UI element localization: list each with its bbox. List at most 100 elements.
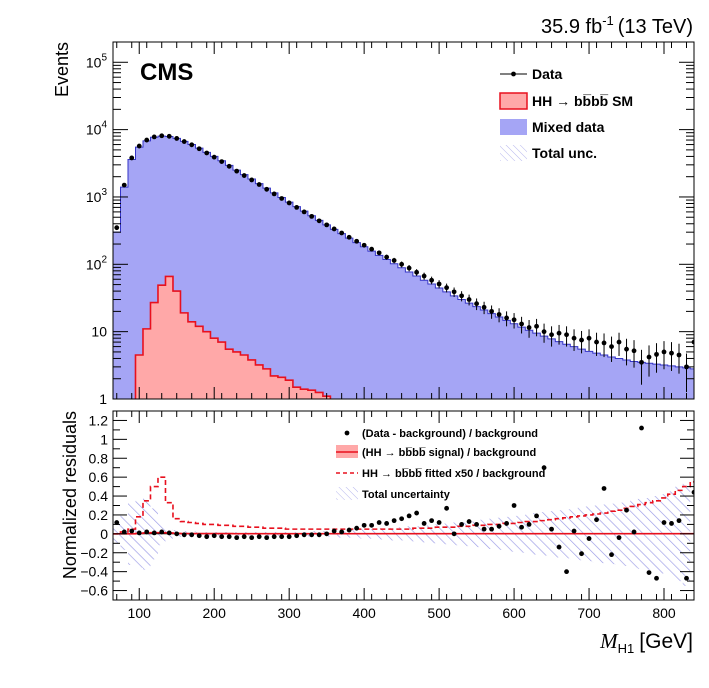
x-tick-label: 200	[203, 605, 227, 621]
data-point	[489, 308, 494, 314]
data-point	[286, 200, 292, 206]
residual-point	[354, 525, 360, 531]
residual-point	[489, 526, 494, 532]
data-point	[586, 335, 592, 341]
data-point	[601, 340, 607, 346]
data-point	[526, 325, 532, 330]
residual-point	[181, 532, 187, 538]
legend-signal-swatch	[499, 92, 528, 110]
x-tick-label: 800	[652, 605, 676, 621]
y-tick-label: 0.8	[89, 450, 109, 466]
y-tick-label: −0.2	[80, 545, 108, 561]
data-point	[661, 349, 667, 355]
data-point	[519, 321, 524, 327]
bottom-plot-area	[113, 425, 694, 586]
residual-point	[571, 528, 577, 534]
top-plot-area	[113, 133, 694, 399]
data-point	[669, 350, 674, 356]
residual-point	[624, 507, 629, 513]
data-point	[241, 173, 247, 178]
top-frame	[112, 41, 695, 400]
data-point	[654, 351, 659, 357]
data-point	[369, 246, 375, 252]
bottom-panel: −0.6 −0.4 −0.2 0 0.2 0.4 0.6 0.8 1 1.2 100 200 300 40…	[60, 410, 695, 656]
residual-point	[151, 530, 157, 536]
data-point	[226, 163, 232, 169]
data-point	[481, 304, 487, 310]
residual-point	[429, 518, 435, 524]
signal-ratio-line	[113, 531, 694, 535]
residual-point	[331, 528, 337, 534]
residual-point	[549, 526, 554, 532]
residual-point	[519, 524, 524, 530]
y-tick-label: 104	[86, 120, 108, 138]
data-point	[459, 293, 464, 299]
legend-data-marker	[511, 71, 516, 77]
top-panel: 1 10 102 103 104 105 CMS Events Data HH → bb̅b…	[52, 41, 695, 407]
data-point	[609, 344, 614, 349]
residual-point	[676, 518, 682, 524]
residual-point	[646, 570, 652, 575]
residual-point	[406, 513, 412, 519]
residual-point	[324, 531, 330, 537]
residual-point	[369, 522, 375, 528]
residual-point	[256, 534, 262, 540]
x-tick-label: 400	[352, 605, 376, 621]
legend-unc-swatch	[500, 145, 527, 161]
residual-point	[376, 520, 382, 525]
bottom-legend: (Data - background) / background (HH → bb…	[336, 428, 545, 501]
data-point	[631, 348, 637, 354]
data-point	[466, 297, 472, 302]
residual-point	[309, 532, 315, 538]
data-point	[174, 136, 180, 141]
data-point	[406, 265, 412, 271]
residual-point	[361, 522, 367, 528]
residual-point	[444, 505, 450, 511]
data-point	[421, 273, 427, 279]
data-point	[474, 301, 479, 307]
residual-point	[474, 522, 479, 527]
data-point	[346, 234, 352, 240]
residual-point	[264, 535, 270, 541]
data-point	[541, 329, 547, 335]
data-point	[234, 168, 240, 174]
data-point	[534, 323, 539, 329]
y-tick-label: 105	[86, 52, 108, 70]
residual-point	[639, 425, 644, 431]
legend-label: HH → bb̅bb̅ SM	[532, 93, 633, 109]
y-tick-label: 0.4	[89, 488, 109, 504]
data-point	[264, 186, 270, 192]
residual-point	[384, 521, 390, 526]
residual-point	[459, 522, 464, 527]
residual-point	[241, 534, 247, 540]
residual-point	[129, 528, 135, 534]
data-point	[129, 155, 135, 161]
residual-point	[466, 519, 472, 524]
data-point	[384, 254, 390, 260]
data-point	[189, 142, 195, 148]
residual-point	[481, 526, 487, 532]
data-point	[136, 143, 142, 149]
residual-point	[279, 534, 285, 540]
data-point	[451, 289, 457, 295]
legend-label: Mixed data	[532, 119, 605, 135]
residual-point	[684, 575, 689, 581]
data-point	[354, 238, 360, 244]
data-point	[279, 196, 285, 201]
data-point	[579, 337, 584, 343]
cms-label: CMS	[140, 59, 193, 86]
residual-point	[511, 503, 517, 508]
legend-label: Data	[532, 66, 563, 82]
data-point	[504, 315, 509, 321]
data-point	[294, 204, 300, 210]
residual-point	[496, 523, 502, 529]
residual-point	[234, 535, 240, 541]
x-axis-label: MH1 [GeV]	[599, 629, 693, 656]
data-point	[256, 182, 262, 187]
residual-point	[594, 517, 599, 523]
data-point	[316, 218, 322, 224]
top-ylabel: Events	[52, 42, 72, 97]
legend-label: Total uncertainty	[362, 489, 451, 501]
data-point	[571, 335, 577, 341]
